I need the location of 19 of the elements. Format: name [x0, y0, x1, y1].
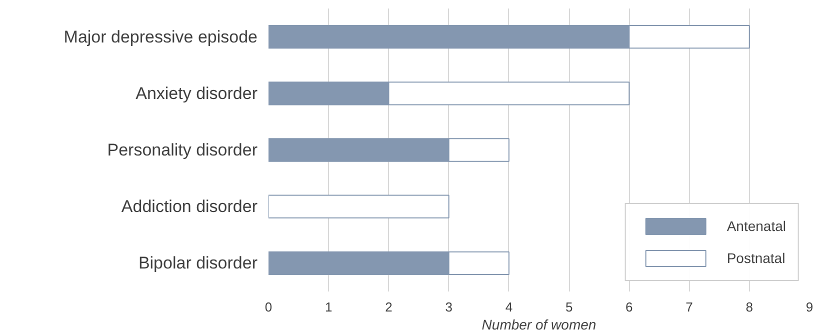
x-tick-label: 1 — [324, 300, 332, 314]
y-tick-label: Personality disorder — [107, 140, 258, 160]
y-tick-label: Addiction disorder — [121, 197, 258, 216]
x-tick-label: 6 — [626, 300, 633, 314]
x-tick-label: 0 — [264, 300, 272, 314]
x-tick-label: 5 — [565, 300, 573, 314]
y-tick-label: Anxiety disorder — [136, 84, 258, 103]
x-tick-label: 4 — [505, 300, 513, 314]
x-tick-label: 3 — [445, 300, 452, 314]
legend-label: Postnatal — [726, 250, 786, 266]
y-tick-label: Bipolar disorder — [138, 254, 258, 273]
x-axis-title: Number of women — [482, 316, 596, 332]
x-tick-label: 8 — [746, 300, 754, 314]
x-tick-label: 2 — [385, 300, 392, 314]
x-tick-label: 9 — [806, 300, 814, 314]
y-tick-label: Major depressive episode — [64, 27, 258, 46]
x-tick-label: 7 — [686, 300, 693, 314]
bar — [268, 194, 450, 218]
legend-label: Antenatal — [726, 218, 786, 234]
